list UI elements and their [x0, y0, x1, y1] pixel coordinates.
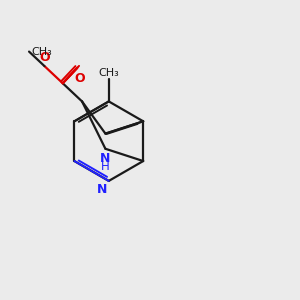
Text: CH₃: CH₃: [32, 46, 52, 57]
Text: O: O: [40, 51, 50, 64]
Text: N: N: [100, 152, 111, 165]
Text: H: H: [101, 160, 110, 173]
Text: CH₃: CH₃: [98, 68, 119, 78]
Text: N: N: [97, 183, 107, 196]
Text: O: O: [74, 72, 85, 85]
